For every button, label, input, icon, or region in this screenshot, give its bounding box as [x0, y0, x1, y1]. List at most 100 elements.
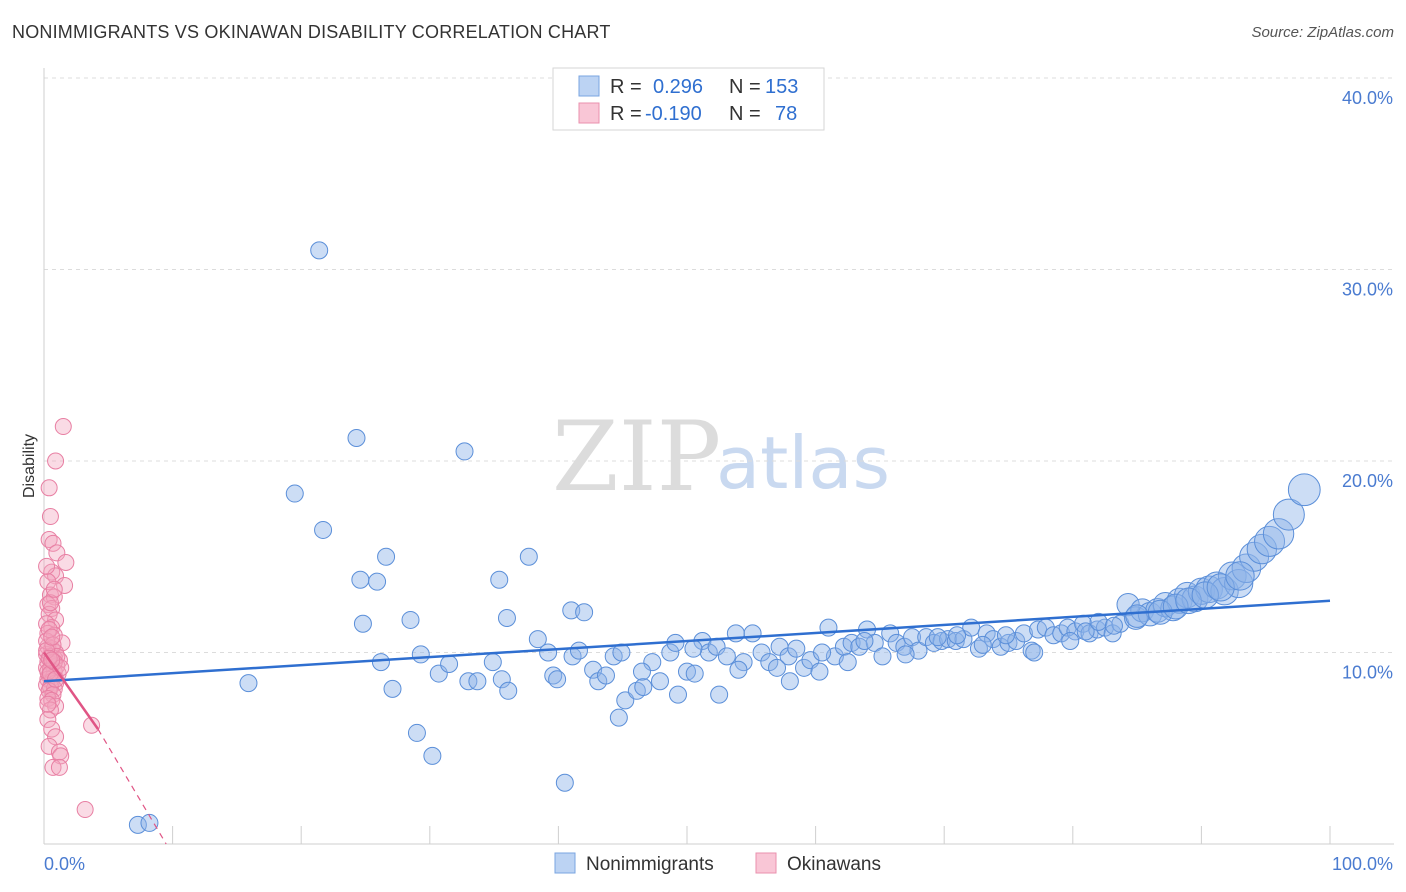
bottom-legend-label-okinawans: Okinawans — [787, 854, 881, 875]
point-nonimmigrants-49 — [717, 647, 736, 666]
point-nonimmigrants-22 — [468, 672, 487, 691]
point-nonimmigrants-8 — [368, 572, 387, 591]
point-okinawans-2 — [40, 479, 58, 497]
point-okinawans-75 — [45, 580, 63, 598]
tick-labels: 10.0% 20.0% 30.0% 40.0% 0.0% 100.0% — [44, 88, 1393, 874]
point-nonimmigrants-52 — [743, 624, 762, 643]
point-nonimmigrants-17 — [383, 679, 402, 698]
point-nonimmigrants-112 — [1195, 575, 1223, 604]
point-nonimmigrants-58 — [795, 658, 814, 677]
point-nonimmigrants-145 — [1025, 643, 1044, 662]
point-nonimmigrants-153 — [1175, 587, 1202, 615]
point-nonimmigrants-127 — [423, 746, 442, 765]
x-tick-label-0: 0.0% — [44, 854, 85, 874]
point-nonimmigrants-29 — [548, 670, 567, 689]
legend-box: R = 0.296 N = 153 R = -0.190 N = 78 — [552, 67, 825, 131]
watermark-zip: ZIP — [552, 401, 721, 513]
point-nonimmigrants-3 — [285, 484, 304, 503]
trend-lines — [42, 599, 1331, 845]
point-nonimmigrants-133 — [710, 685, 729, 704]
watermark: ZIP atlas — [552, 401, 890, 513]
point-nonimmigrants-121 — [1262, 518, 1295, 550]
point-nonimmigrants-139 — [855, 632, 874, 651]
legend-n-value-1: 153 — [765, 76, 798, 98]
point-nonimmigrants-134 — [729, 660, 748, 679]
point-nonimmigrants-86 — [1007, 632, 1026, 651]
point-nonimmigrants-141 — [928, 628, 947, 647]
point-okinawans-17 — [47, 611, 65, 629]
point-nonimmigrants-138 — [838, 653, 857, 672]
y-tick-label-3: 40.0% — [1342, 88, 1393, 108]
watermark-atlas: atlas — [716, 421, 890, 505]
point-okinawans-70 — [43, 628, 61, 646]
point-nonimmigrants-27 — [539, 643, 558, 662]
point-nonimmigrants-14 — [497, 609, 516, 628]
point-nonimmigrants-42 — [661, 643, 680, 662]
point-nonimmigrants-123 — [1287, 473, 1321, 507]
point-nonimmigrants-116 — [1224, 568, 1254, 599]
y-axis-label: Disability — [21, 434, 38, 498]
point-nonimmigrants-26 — [528, 630, 547, 649]
point-nonimmigrants-13 — [401, 610, 420, 629]
legend-n-label-1: N = — [729, 76, 761, 98]
point-nonimmigrants-34 — [596, 666, 615, 685]
point-nonimmigrants-25 — [499, 681, 518, 700]
point-nonimmigrants-99 — [1103, 624, 1122, 643]
point-okinawans-52 — [43, 720, 61, 738]
legend-n-label-2: N = — [729, 103, 761, 125]
point-nonimmigrants-150 — [1125, 604, 1149, 628]
point-nonimmigrants-115 — [1217, 561, 1247, 591]
point-nonimmigrants-132 — [684, 639, 703, 658]
point-nonimmigrants-21 — [459, 672, 478, 691]
y-tick-label-2: 30.0% — [1342, 280, 1393, 300]
point-nonimmigrants-18 — [411, 645, 430, 664]
point-nonimmigrants-152 — [1162, 593, 1189, 620]
point-nonimmigrants-122 — [1272, 498, 1305, 531]
point-nonimmigrants-124 — [128, 815, 147, 834]
point-okinawans-3 — [41, 508, 59, 526]
point-nonimmigrants-136 — [780, 672, 799, 691]
point-nonimmigrants-88 — [1022, 641, 1041, 660]
point-nonimmigrants-0 — [310, 241, 329, 260]
x-tick-label-1: 100.0% — [1332, 854, 1393, 874]
point-okinawans-76 — [38, 557, 56, 575]
point-nonimmigrants-140 — [896, 645, 915, 664]
point-nonimmigrants-125 — [140, 813, 159, 832]
point-nonimmigrants-137 — [813, 643, 832, 662]
legend-r-label-1: R = — [610, 76, 642, 98]
point-nonimmigrants-143 — [973, 635, 992, 654]
point-okinawans-11 — [56, 576, 74, 594]
point-nonimmigrants-6 — [519, 547, 538, 566]
point-okinawans-73 — [39, 695, 57, 713]
series-okinawans — [38, 418, 101, 819]
legend-r-value-1: 0.296 — [653, 76, 703, 98]
chart-source: Source: ZipAtlas.com — [1251, 24, 1394, 41]
point-nonimmigrants-39 — [634, 677, 653, 696]
chart-title: NONIMMIGRANTS VS OKINAWAN DISABILITY COR… — [12, 22, 611, 42]
point-nonimmigrants-5 — [377, 547, 396, 566]
legend-r-label-2: R = — [610, 103, 642, 125]
point-nonimmigrants-31 — [569, 641, 588, 660]
point-nonimmigrants-130 — [632, 662, 651, 681]
point-nonimmigrants-94 — [1066, 622, 1085, 641]
point-nonimmigrants-91 — [1044, 626, 1063, 645]
point-nonimmigrants-53 — [752, 643, 771, 662]
point-nonimmigrants-20 — [440, 654, 459, 673]
point-okinawans-7 — [57, 553, 75, 571]
point-nonimmigrants-155 — [1206, 573, 1235, 602]
point-nonimmigrants-41 — [650, 672, 669, 691]
point-okinawans-5 — [44, 534, 62, 552]
point-nonimmigrants-44 — [678, 662, 696, 681]
point-nonimmigrants-156 — [1225, 561, 1255, 591]
point-okinawans-57 — [44, 758, 62, 776]
point-nonimmigrants-144 — [996, 626, 1015, 645]
legend-swatch-okinawans — [578, 102, 600, 124]
point-okinawans-1 — [47, 452, 65, 470]
trend-okinawans-extension — [97, 728, 167, 845]
point-nonimmigrants-97 — [1088, 620, 1107, 639]
point-nonimmigrants-147 — [1076, 622, 1095, 641]
point-nonimmigrants-146 — [1061, 632, 1080, 651]
point-nonimmigrants-71 — [895, 637, 914, 656]
point-okinawans-74 — [41, 594, 59, 612]
point-nonimmigrants-12 — [353, 614, 372, 633]
